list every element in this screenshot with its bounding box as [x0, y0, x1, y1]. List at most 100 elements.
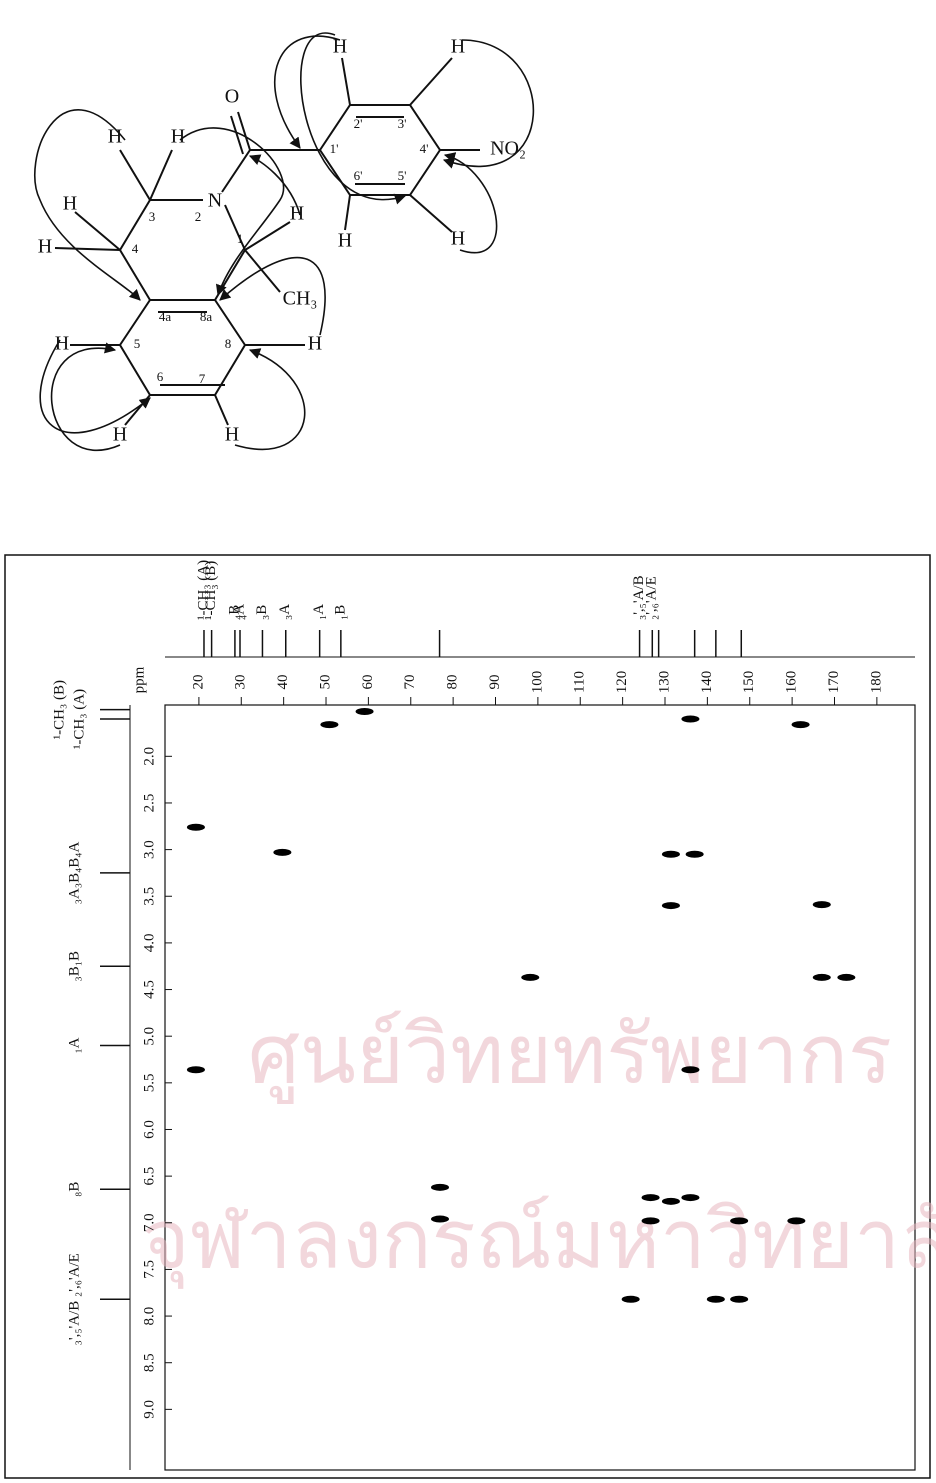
atom-label: H: [38, 236, 52, 258]
cross-peak: [186, 823, 205, 831]
cross-peak: [355, 708, 374, 716]
carbon-peak-label: ₄A: [231, 604, 247, 620]
position-number: 2': [354, 116, 363, 131]
position-number: 4: [132, 241, 139, 256]
x-tick-label: 120: [614, 671, 630, 694]
watermark: ศูนย์วิทยทรัพยากร: [248, 1007, 892, 1103]
cross-peak: [681, 1066, 700, 1074]
carbon-peak-label: ₃',₅'A/B: [631, 575, 647, 620]
x-tick-label: 160: [784, 671, 800, 694]
y-tick-label: 9.0: [141, 1400, 157, 1419]
carbon-peak-label: ₃B: [254, 605, 270, 620]
position-number: 8: [225, 336, 232, 351]
cross-peak: [661, 902, 680, 910]
atom-label: CH₃: [283, 288, 318, 310]
position-number: 5: [134, 336, 141, 351]
atom-label: H: [451, 228, 465, 250]
x-tick-label: 20: [190, 675, 206, 690]
cross-peak: [812, 901, 831, 909]
molecule-bonds: [54, 57, 480, 426]
proton-peak-label: ₃',₅'A/B ₂',₆'A/E: [66, 1253, 82, 1345]
y-tick-label: 3.0: [141, 840, 157, 859]
x-tick-label: 170: [826, 671, 842, 694]
cross-peak: [431, 1183, 449, 1191]
x-tick-label: 150: [741, 671, 757, 694]
atom-label: H: [113, 424, 127, 446]
atom-label: H: [451, 36, 465, 58]
cross-peak: [730, 1295, 749, 1303]
proton-peak-label: ¹-CH₃ (B): [51, 680, 67, 739]
x-tick-label: 90: [487, 675, 503, 690]
x-tick-label: 80: [445, 675, 461, 690]
x-tick-label: 180: [868, 671, 884, 694]
cross-peak: [621, 1295, 640, 1303]
atom-label: H: [338, 230, 352, 252]
x-tick-label: 100: [529, 671, 545, 694]
cross-peak: [661, 1197, 680, 1205]
cross-peak: [787, 1217, 806, 1225]
hmbc-arrows: [34, 32, 535, 452]
proton-peak-label: ¹-CH₃ (A): [71, 689, 87, 749]
cross-peak: [685, 850, 704, 858]
y-tick-label: 8.5: [141, 1353, 157, 1372]
cross-peak: [837, 973, 856, 981]
y-tick-label: 3.5: [141, 887, 157, 906]
x-tick-label: 110: [572, 671, 588, 693]
carbon-peak-label: ¹-CH₃ (A): [195, 560, 211, 620]
x-tick-label: 30: [233, 675, 249, 690]
position-number: 1': [330, 141, 339, 156]
cross-peak: [730, 1217, 749, 1225]
atom-label: NO₂: [490, 138, 526, 160]
cross-peak: [521, 973, 540, 981]
y-tick-label: 7.0: [141, 1213, 157, 1232]
cross-peak: [661, 850, 680, 858]
atom-label: H: [290, 203, 304, 225]
atom-label: N: [208, 190, 222, 212]
x-tick-label: 60: [360, 675, 376, 690]
position-number: 6: [157, 369, 164, 384]
cross-peak: [641, 1217, 660, 1225]
carbon-peak-label: ₂',₆'A/E: [644, 576, 660, 620]
atom-label: H: [171, 126, 185, 148]
position-number: 2: [195, 209, 202, 224]
position-number: 8a: [200, 309, 213, 324]
atom-label: H: [225, 424, 239, 446]
position-number: 1: [237, 231, 244, 246]
position-number: 4a: [159, 309, 172, 324]
y-tick-label: 6.0: [141, 1120, 157, 1139]
position-number: 3: [149, 209, 156, 224]
proton-peak-label: ₁A: [66, 1037, 82, 1053]
proton-peak-label: ₈B: [66, 1182, 82, 1197]
cross-peak: [273, 848, 292, 856]
cross-peak: [641, 1194, 660, 1202]
y-tick-label: 5.0: [141, 1027, 157, 1046]
carbon-peak-label: ₁A: [311, 604, 327, 620]
plot-frame: [164, 704, 916, 1471]
y-tick-label: 4.5: [141, 980, 157, 999]
atom-label: O: [225, 86, 239, 108]
y-tick-label: 4.0: [141, 934, 157, 953]
cross-peak: [706, 1295, 725, 1303]
figure-frame: [4, 554, 931, 1479]
cross-peak: [812, 973, 831, 981]
atom-label: H: [55, 333, 69, 355]
y-tick-label: 8.0: [141, 1307, 157, 1326]
x-axis-label: ppm: [131, 666, 147, 693]
position-number: 3': [398, 116, 407, 131]
position-number: 4': [420, 141, 429, 156]
x-tick-label: 50: [317, 675, 333, 690]
cross-peak: [681, 715, 700, 723]
atom-label: H: [333, 36, 347, 58]
atom-label: H: [63, 193, 77, 215]
atom-label: H: [308, 333, 322, 355]
carbon-peak-label: ₃A: [277, 604, 293, 620]
proton-peak-label: ₃A₃B₄B₄A: [66, 841, 82, 904]
watermark: จุฬาลงกรณ์มหาวิทยาลัย: [142, 1192, 936, 1289]
cross-peak: [320, 721, 339, 729]
x-tick-label: 70: [402, 675, 418, 690]
carbon-peak-label: ₁B: [332, 605, 348, 620]
x-tick-label: 40: [275, 675, 291, 690]
x-tick-label: 130: [656, 671, 672, 694]
cross-peak: [681, 1194, 700, 1202]
